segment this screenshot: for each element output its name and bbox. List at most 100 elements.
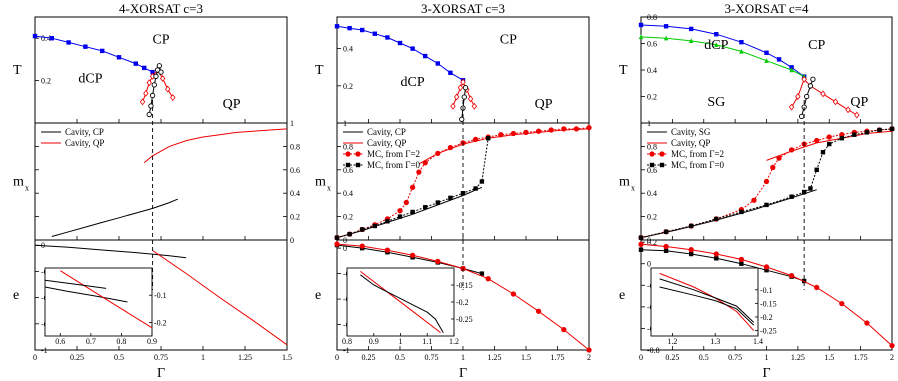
p1-middle-series-3-point-9	[448, 195, 453, 201]
p1-legend-entry-2: MC, from Γ=2	[367, 149, 420, 159]
p0-middle-y-tick-label-3: 0.6	[290, 166, 300, 175]
p1-middle-series-3-point-1	[347, 231, 352, 237]
p0-top-series-1-point-5	[159, 75, 166, 82]
p2-top-series-2-point-5	[832, 98, 839, 106]
p2-middle-series-3-point-3	[714, 216, 719, 222]
p1-inset-x-tick-label-1: 0.9	[369, 337, 379, 346]
p2-middle-series-2-point-8	[776, 155, 782, 161]
p2-top-series-0-point-4	[739, 39, 744, 45]
p1-middle-y-axis-label-sub: x	[327, 184, 331, 193]
p2-middle-series-3-point-13	[852, 132, 857, 137]
p2-x-tick-label-8: 2	[890, 353, 894, 362]
p1-inset-x-tick-label-3: 1.1	[422, 337, 432, 346]
p2-top-y-tick-label-1: 0.4	[647, 66, 657, 75]
p2-bottom-series-1-point-7	[814, 284, 820, 291]
p1-top-series-2-point-0	[459, 116, 465, 122]
p1-middle-series-3-point-4	[385, 219, 390, 224]
p1-x-tick-label-0: 0	[335, 353, 339, 362]
p2-middle-series-3-point-15	[877, 127, 882, 133]
p1-legend-entry-3: MC, from Γ=0	[367, 160, 421, 170]
p1-bottom-series-1-point-6	[485, 276, 491, 282]
p0-middle-y-tick-label-2: 0.4	[290, 189, 300, 198]
p2-top-series-1-line	[640, 36, 805, 78]
p2-top-y-tick-label-3: 0.8	[647, 13, 657, 22]
p1-inset-series-1	[360, 274, 444, 333]
p0-top-series-0-point-2	[66, 40, 71, 45]
p2-top-series-2-point-0	[788, 103, 795, 111]
p2-bottom-series-0-point-2	[689, 251, 694, 257]
p0-inset-y-tick-label-0: -0.1	[154, 291, 167, 300]
p0-top-y-tick-label-1: 0.4	[41, 34, 51, 43]
p1-top-series-2-point-2	[461, 94, 467, 100]
p1-top-y-axis-label: T	[315, 63, 324, 78]
p2-bottom-series-1-point-0	[638, 241, 644, 247]
p0-middle-y-axis-label: m	[13, 175, 24, 190]
p1-top-series-0-point-9	[448, 70, 453, 75]
p1-top-series-1-point-5	[467, 95, 474, 103]
p1-bottom-series-1-point-7	[510, 291, 517, 297]
p1-legend-entry-1: Cavity, QP	[367, 138, 406, 148]
p1-x-tick-label-2: 0.5	[395, 353, 405, 362]
p0-top-series-1-point-1	[143, 89, 149, 97]
p0-x-tick-label-5: 1.25	[238, 353, 252, 362]
p0-top-series-0-line	[34, 35, 153, 73]
p2-legend-entry-1: Cavity, QP	[671, 138, 710, 148]
p0-top-series-0-point-7	[142, 65, 147, 71]
p1-middle-series-2-point-7	[409, 184, 416, 191]
p0-x-tick-label-3: 0.75	[154, 353, 168, 362]
p1-top-series-0-point-6	[410, 46, 415, 51]
p2-top-series-2-point-2	[801, 75, 807, 83]
p1-bottom-y-axis-label: e	[315, 288, 321, 303]
p0-x-tick-label-0: 0	[33, 353, 37, 362]
p0-inset-frame	[44, 267, 153, 337]
p2-x-tick-label-6: 1.5	[824, 353, 834, 362]
p1-inset-y-tick-label-1: -0.2	[456, 298, 469, 307]
p2-middle-series-2-point-6	[763, 178, 770, 185]
p2-region-label-0: dCP	[704, 38, 728, 53]
p2-top-series-2-point-4	[820, 90, 826, 98]
p0-top-series-2-point-7	[158, 69, 164, 75]
p0-inset-x-tick-label-1: 0.7	[86, 337, 96, 346]
p2-middle-series-2-point-5	[751, 197, 757, 203]
p1-middle-y-tick-label-3: 0.6	[343, 166, 353, 175]
p2-bottom-series-1-point-3	[713, 251, 719, 257]
p2-bottom-series-1-point-10	[889, 343, 895, 349]
p1-bottom-series-1-point-4	[435, 258, 441, 265]
p2-middle-series-3-point-2	[689, 223, 694, 229]
p2-middle-y-tick-label-5: 1	[647, 119, 651, 128]
p1-middle-series-3-point-2	[360, 227, 365, 232]
p1-middle-series-3-point-12	[479, 179, 485, 184]
p2-middle-series-2-line	[640, 128, 893, 239]
p2-top-series-1-point-5	[764, 58, 769, 63]
p0-top-series-1-point-7	[170, 94, 176, 102]
p1-top-series-1-point-6	[471, 102, 478, 110]
p1-top-series-0-point-8	[435, 61, 440, 66]
p2-middle-series-3-point-8	[808, 186, 813, 191]
p1-bottom-y-tick-label-0: -1	[343, 346, 350, 355]
p1-middle-y-tick-label-1: 0.2	[343, 213, 353, 222]
p2-middle-series-3-point-1	[663, 229, 669, 235]
p2-middle-y-tick-label-4: 0.8	[647, 142, 657, 151]
p0-top-series-2-point-4	[153, 73, 159, 80]
p2-bottom-y-tick-label-4: 0	[647, 260, 651, 269]
p2-bottom-series-1-point-6	[788, 272, 795, 279]
p1-inset-x-tick-label-2: 1	[399, 337, 403, 346]
p2-middle-series-3-point-4	[739, 209, 744, 215]
p2-bottom-series-1-point-4	[738, 256, 745, 263]
p2-inset-x-tick-label-2: 1.4	[753, 337, 763, 346]
p2-top-series-3-point-2	[804, 93, 810, 100]
p2-top-y-tick-label-2: 0.6	[647, 40, 657, 49]
p2-middle-y-tick-label-1: 0.2	[647, 213, 657, 222]
p0-inset-x-tick-label-0: 0.6	[55, 337, 65, 346]
p2-bottom-series-0-point-0	[638, 247, 644, 252]
p2-bottom-series-0-point-3	[714, 256, 719, 261]
p1-legend-marker-2-b	[355, 151, 361, 157]
p0-region-label-1: dCP	[78, 72, 102, 87]
p0-middle-y-tick-label-4: 0.8	[290, 142, 300, 151]
p1-region-label-2: QP	[535, 97, 553, 112]
p1-middle-series-2-point-8	[416, 169, 422, 175]
p2-title: 3-XORSAT c=4	[724, 1, 809, 16]
p1-bottom-series-1-point-3	[409, 252, 416, 258]
p1-middle-series-2-point-18	[535, 128, 542, 134]
p2-inset-y-tick-label-1: -0.15	[760, 299, 777, 308]
